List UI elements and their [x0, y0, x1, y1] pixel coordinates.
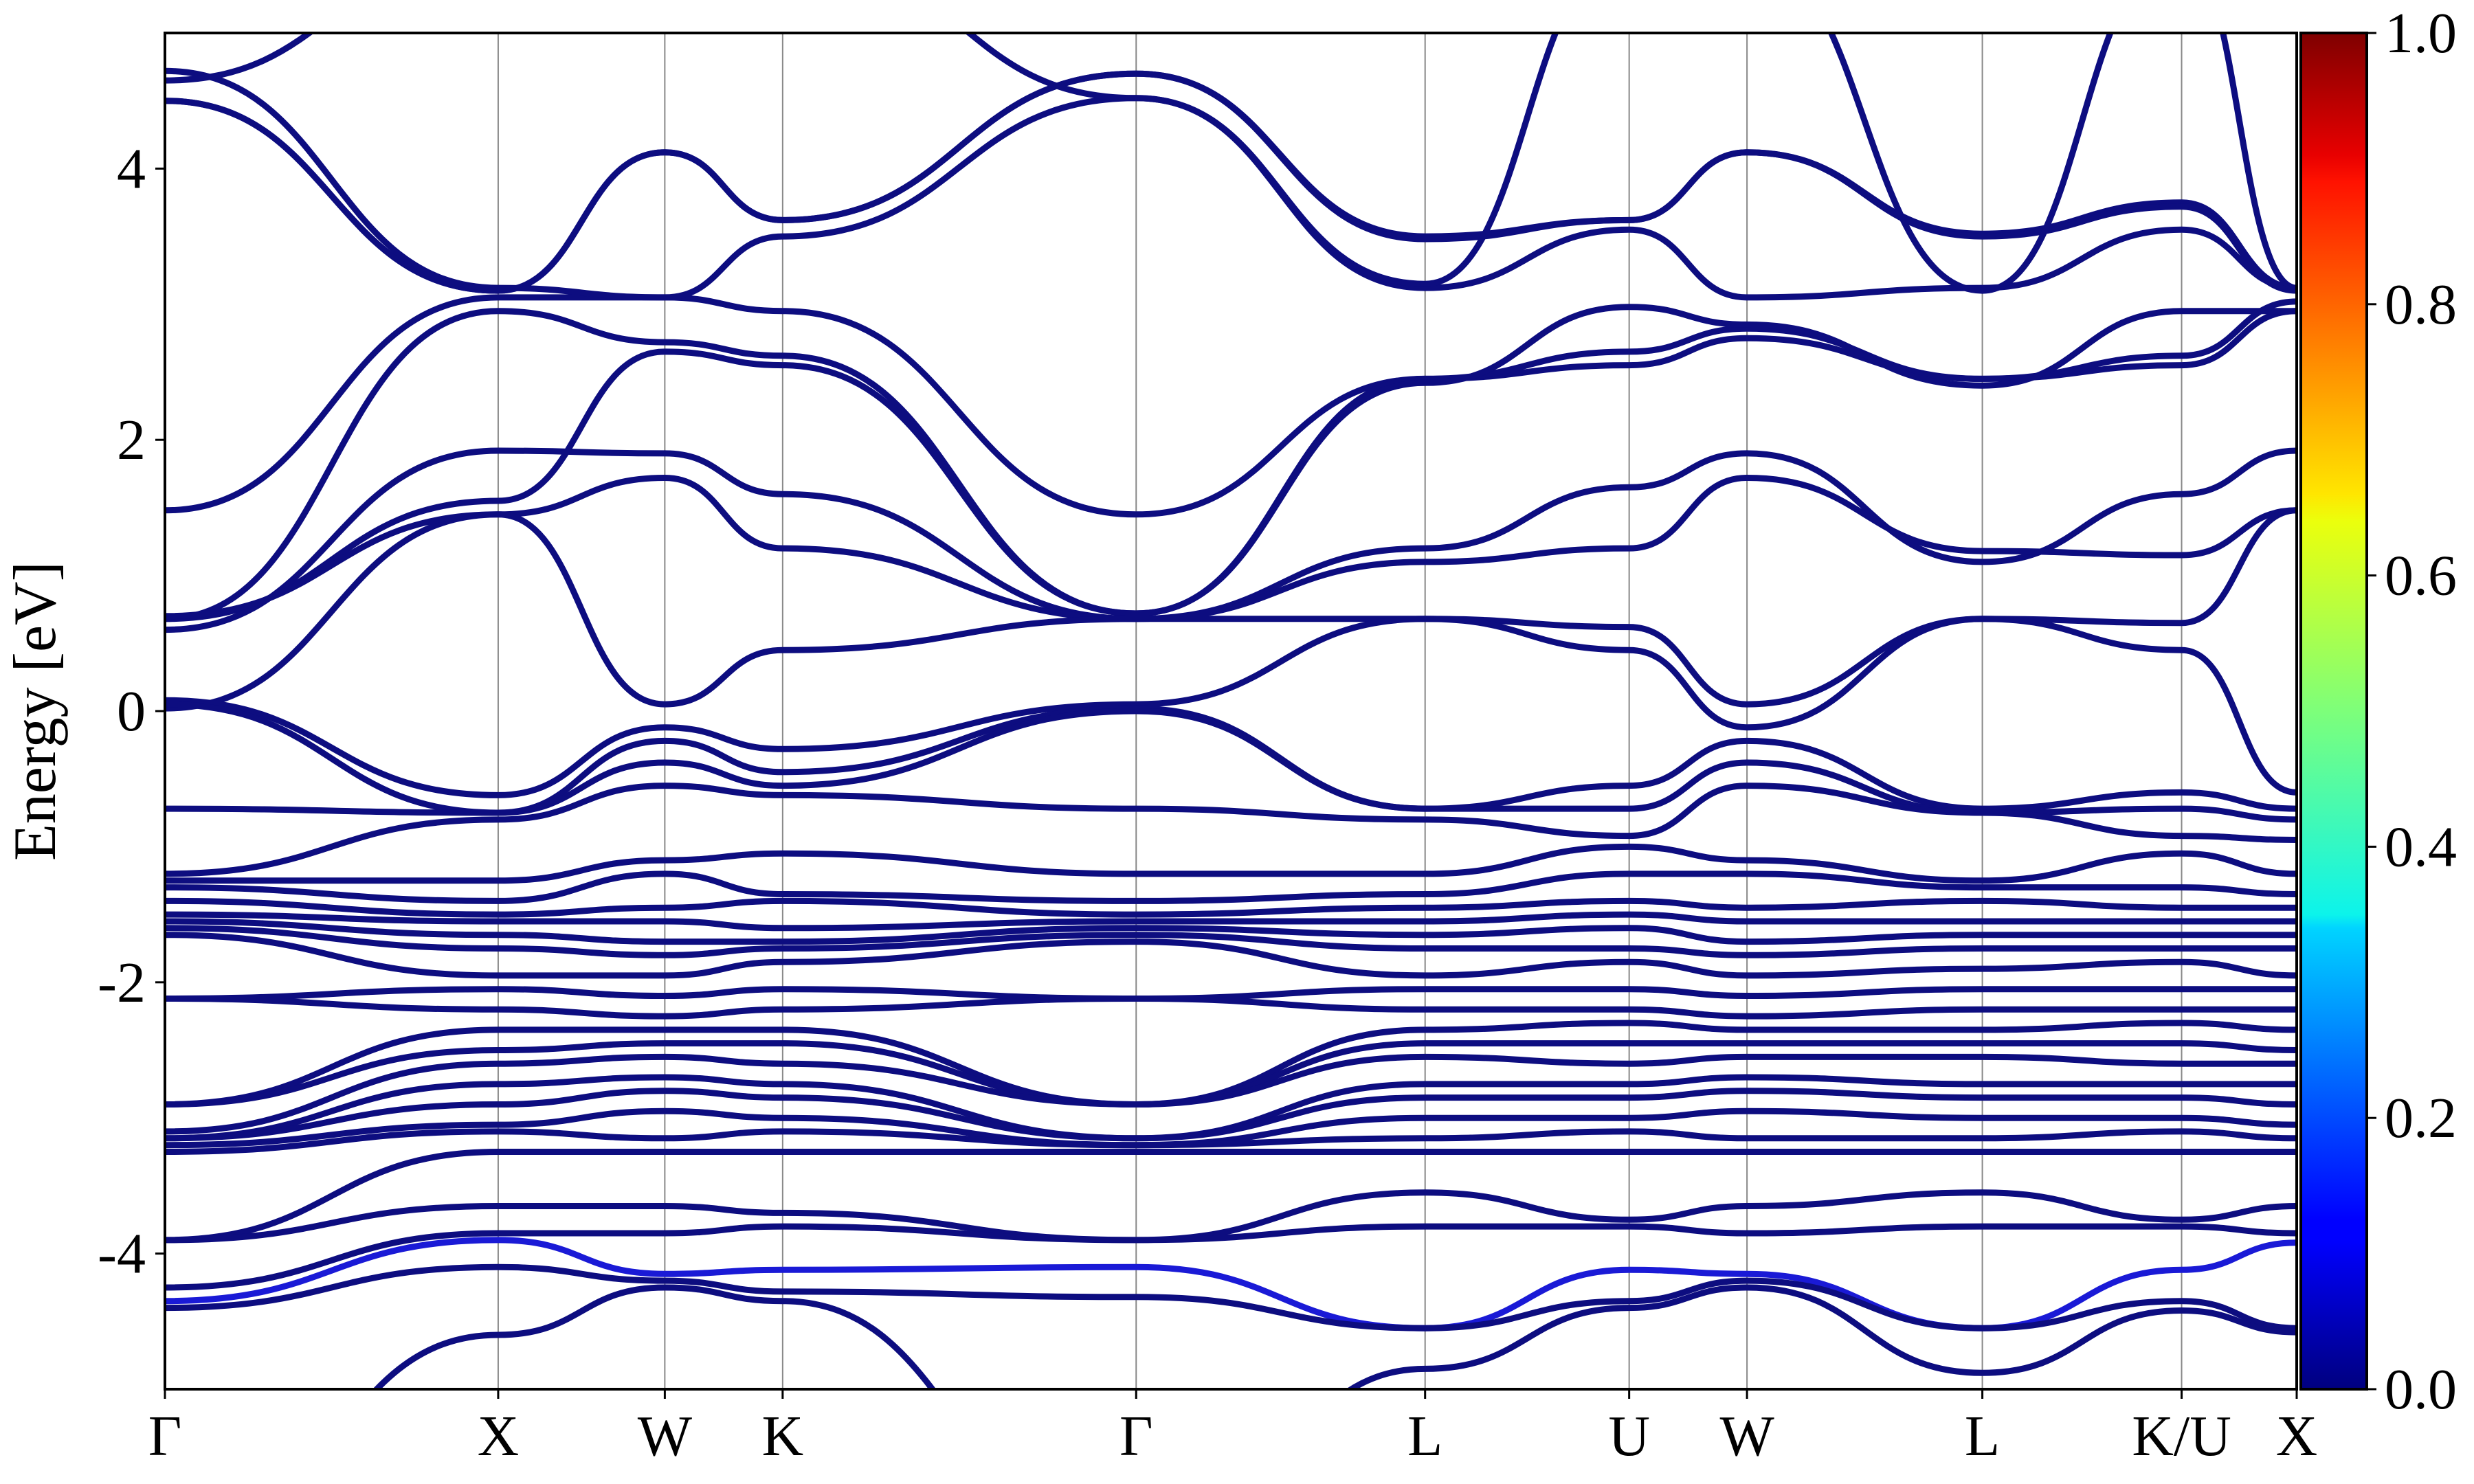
band-line	[165, 1020, 2297, 1108]
x-tick-label: X	[478, 1404, 520, 1468]
band-line	[165, 1040, 2297, 1108]
x-tick-label: K/U	[2132, 1404, 2231, 1468]
band-line	[165, 870, 2297, 904]
y-axis-ticks: -4 -2 0 2 4	[98, 137, 165, 1286]
high-symmetry-lines	[497, 33, 2183, 1389]
x-tick-label: L	[1965, 1404, 2000, 1468]
colorbar-ticks: 0.0 0.2 0.4 0.6 0.8 1.0	[2367, 1, 2457, 1421]
colorbar-tick-label: 0.2	[2385, 1086, 2457, 1150]
x-axis-ticks: Γ X W K Γ L U W L K/U X	[148, 1389, 2318, 1468]
x-tick-label: Γ	[1119, 1404, 1153, 1468]
colorbar-tick-label: 0.6	[2385, 544, 2457, 608]
y-tick-label: 0	[117, 679, 146, 743]
y-tick-label: 2	[117, 408, 146, 472]
band-line	[165, 1237, 2297, 1331]
band-lines	[165, 33, 2297, 1389]
colorbar-tick-label: 0.4	[2385, 815, 2457, 879]
colorbar	[2299, 32, 2368, 1391]
band-line	[165, 897, 2297, 918]
band-line	[165, 995, 2297, 1020]
band-line	[165, 986, 2297, 1002]
y-axis-label: Energy [eV]	[2, 561, 69, 861]
band-line	[165, 1128, 2297, 1155]
band-line	[165, 843, 2297, 884]
y-tick-label: 4	[117, 137, 146, 201]
colorbar-tick-label: 0.8	[2385, 273, 2457, 337]
x-tick-label: X	[2276, 1404, 2318, 1468]
x-tick-label: K	[762, 1404, 804, 1468]
band-line	[165, 1108, 2297, 1149]
band-line	[165, 70, 2297, 294]
x-tick-label: W	[638, 1404, 693, 1468]
colorbar-tick-label: 1.0	[2385, 1, 2457, 65]
band-line	[165, 474, 2297, 712]
band-line	[165, 616, 2297, 798]
band-line	[165, 925, 2297, 958]
band-line	[165, 304, 2297, 622]
band-line	[165, 1263, 2297, 1331]
band-line	[165, 1088, 2297, 1142]
y-tick-label: -4	[98, 1222, 146, 1286]
band-line	[165, 294, 2297, 518]
band-line	[165, 918, 2297, 945]
band-line	[165, 33, 2297, 294]
band-line	[165, 447, 2297, 633]
x-tick-label: Γ	[148, 1404, 182, 1468]
band-line	[165, 708, 2297, 823]
band-line	[165, 932, 2297, 979]
x-tick-label: W	[1719, 1404, 1774, 1468]
x-tick-label: L	[1407, 1404, 1442, 1468]
band-line	[165, 911, 2297, 932]
band-line	[372, 1284, 2297, 1389]
colorbar-tick-label: 0.0	[2385, 1358, 2457, 1421]
band-line	[165, 1223, 2297, 1291]
y-tick-label: -2	[98, 951, 146, 1015]
band-line	[165, 1189, 2297, 1244]
band-line	[165, 1053, 2297, 1135]
band-line	[165, 1074, 2297, 1142]
band-line	[165, 1148, 2297, 1244]
band-line	[165, 783, 2297, 877]
x-tick-label: U	[1608, 1404, 1650, 1468]
